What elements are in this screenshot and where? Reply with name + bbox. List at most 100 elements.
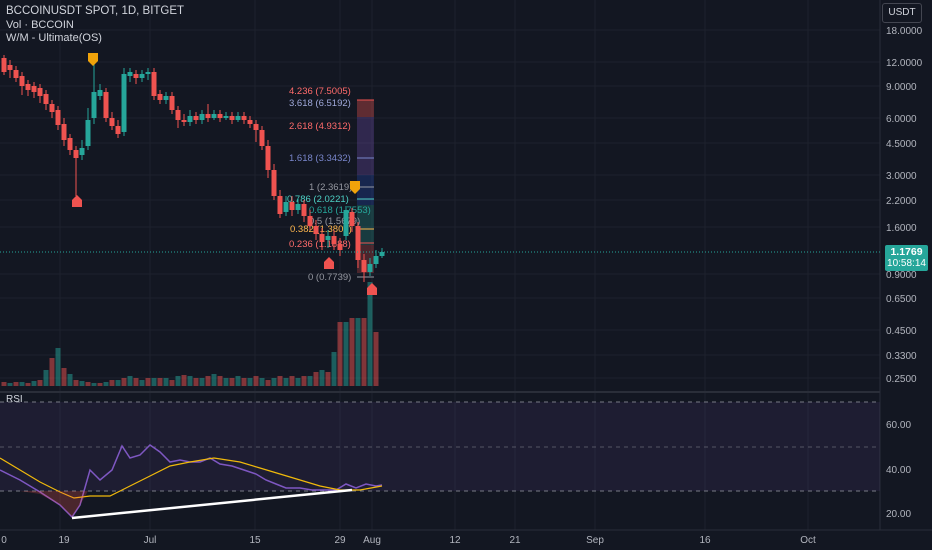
- candle[interactable]: [121, 68, 127, 136]
- fib-level-label: 2.618 (4.9312): [289, 121, 351, 132]
- candle[interactable]: [325, 230, 331, 248]
- candle[interactable]: [25, 80, 31, 96]
- candle[interactable]: [133, 70, 139, 84]
- volume-bar: [235, 376, 241, 386]
- time-axis[interactable]: 0 19 Jul 15 29 Aug 12 21 Sep 16 Oct: [1, 535, 816, 546]
- time-tick: 21: [509, 535, 521, 546]
- volume-legend[interactable]: Vol · BCCOIN: [6, 19, 74, 31]
- candle[interactable]: [223, 112, 229, 120]
- rsi-legend[interactable]: RSI: [6, 394, 23, 405]
- candle[interactable]: [127, 68, 133, 82]
- candle[interactable]: [13, 66, 19, 82]
- time-tick: Sep: [586, 535, 604, 546]
- candle[interactable]: [289, 196, 295, 216]
- volume-bar: [223, 378, 229, 386]
- candle[interactable]: [157, 90, 163, 104]
- candle[interactable]: [103, 88, 109, 122]
- candle[interactable]: [211, 110, 217, 120]
- time-tick: 16: [699, 535, 711, 546]
- candle[interactable]: [1, 55, 7, 75]
- candle[interactable]: [31, 82, 37, 98]
- candle[interactable]: [43, 90, 49, 110]
- candle[interactable]: [337, 238, 343, 256]
- candle[interactable]: [7, 60, 13, 78]
- rsi-lines: [0, 444, 383, 519]
- price-tick: 3.0000: [886, 171, 917, 182]
- candle[interactable]: [85, 108, 91, 150]
- candle[interactable]: [253, 120, 259, 142]
- candle[interactable]: [229, 112, 235, 124]
- volume-bar: [133, 378, 139, 386]
- divergence-trendline[interactable]: [71, 488, 353, 520]
- candle[interactable]: [115, 120, 121, 138]
- candle[interactable]: [139, 70, 145, 82]
- candle[interactable]: [181, 114, 187, 126]
- candle[interactable]: [277, 190, 283, 218]
- price-tick: 0.2500: [886, 374, 917, 385]
- candle[interactable]: [265, 140, 271, 178]
- candle[interactable]: [151, 68, 157, 100]
- price-axis[interactable]: 18.0000 12.0000 9.0000 6.0000 4.5000 3.0000 2.…: [886, 26, 923, 385]
- candle[interactable]: [307, 210, 313, 230]
- candle[interactable]: [67, 134, 73, 155]
- candle[interactable]: [217, 110, 223, 122]
- candle[interactable]: [97, 84, 103, 100]
- candle[interactable]: [379, 248, 385, 258]
- volume-bar: [265, 380, 271, 386]
- candle[interactable]: [271, 164, 277, 200]
- candle[interactable]: [331, 230, 337, 250]
- candle[interactable]: [301, 200, 307, 222]
- candle[interactable]: [355, 222, 361, 268]
- candle[interactable]: [199, 110, 205, 124]
- volume-bar: [205, 376, 211, 386]
- candle[interactable]: [79, 140, 85, 160]
- candle[interactable]: [259, 126, 265, 150]
- candle[interactable]: [187, 110, 193, 126]
- volume-bar: [13, 382, 19, 386]
- volume-bar: [169, 380, 175, 386]
- volume-bar: [49, 358, 55, 386]
- candle[interactable]: [61, 118, 67, 146]
- volume-bar: [211, 374, 217, 386]
- candle[interactable]: [319, 228, 325, 250]
- candle[interactable]: [295, 198, 301, 214]
- indicator-legend[interactable]: W/M - Ultimate(OS): [6, 32, 102, 44]
- candle[interactable]: [283, 196, 289, 216]
- rsi-line: [0, 444, 383, 519]
- candle[interactable]: [175, 106, 181, 128]
- symbol-legend[interactable]: BCCOINUSDT SPOT, 1D, BITGET: [6, 5, 185, 17]
- candle[interactable]: [349, 208, 355, 232]
- candle[interactable]: [91, 62, 97, 124]
- candle[interactable]: [247, 116, 253, 128]
- volume-bar: [19, 382, 25, 386]
- volume-bar: [325, 372, 331, 386]
- candle[interactable]: [373, 250, 379, 268]
- candle[interactable]: [49, 100, 55, 118]
- volume-bar: [139, 380, 145, 386]
- volume-bar: [367, 282, 373, 386]
- candle[interactable]: [19, 72, 25, 95]
- candle[interactable]: [193, 112, 199, 124]
- currency-button[interactable]: USDT: [882, 3, 922, 23]
- candlesticks[interactable]: [1, 55, 385, 282]
- rsi-tick: 20.00: [886, 509, 911, 520]
- time-tick: 0: [1, 535, 7, 546]
- volume-bar: [259, 378, 265, 386]
- candle[interactable]: [361, 254, 367, 282]
- candle[interactable]: [235, 112, 241, 122]
- candle[interactable]: [145, 68, 151, 80]
- candle[interactable]: [73, 146, 79, 196]
- candle[interactable]: [169, 92, 175, 114]
- candle[interactable]: [109, 112, 115, 130]
- candle[interactable]: [343, 206, 349, 240]
- candle[interactable]: [205, 104, 211, 122]
- candle[interactable]: [313, 220, 319, 240]
- candle[interactable]: [367, 258, 373, 276]
- rsi-axis[interactable]: 60.00 40.00 20.00: [886, 420, 911, 520]
- candle[interactable]: [37, 84, 43, 103]
- candle[interactable]: [241, 112, 247, 124]
- candle[interactable]: [163, 92, 169, 104]
- price-tick: 0.3300: [886, 351, 917, 362]
- candle[interactable]: [55, 106, 61, 130]
